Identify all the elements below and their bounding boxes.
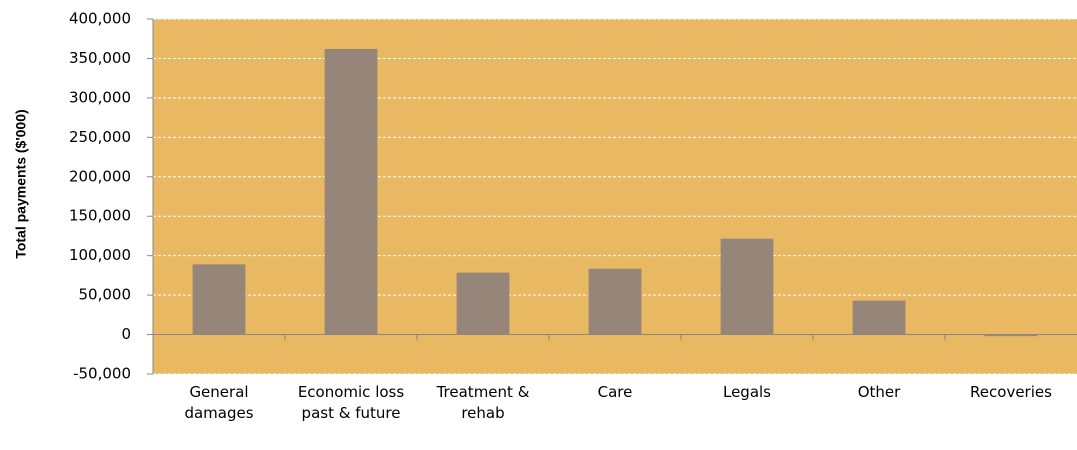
y-tick-label: 100,000 xyxy=(69,246,131,264)
y-tick-label: 400,000 xyxy=(69,10,131,28)
x-tick-label: Treatment & rehab xyxy=(436,383,530,422)
y-tick-label: 50,000 xyxy=(79,286,132,304)
x-tick-label: Economic loss past & future xyxy=(297,383,405,422)
bar xyxy=(720,238,774,335)
y-axis-title: Total payments ($'000) xyxy=(13,109,29,258)
bar xyxy=(588,268,642,335)
bar xyxy=(192,264,246,335)
bar xyxy=(984,334,1038,337)
bar xyxy=(852,300,906,335)
bar xyxy=(324,48,378,335)
x-tick-label: Other xyxy=(857,383,901,401)
x-tick-label: Legals xyxy=(722,383,772,401)
y-tick-label: 0 xyxy=(121,325,131,343)
y-tick-label: 250,000 xyxy=(69,128,131,146)
x-tick-label: Care xyxy=(597,383,633,401)
x-tick-label: Recoveries xyxy=(970,383,1052,401)
y-tick-label: 350,000 xyxy=(69,49,131,67)
bar xyxy=(456,272,510,335)
y-tick-label: 150,000 xyxy=(69,207,131,225)
y-tick-label: 300,000 xyxy=(69,88,131,106)
x-tick-label: General damages xyxy=(184,383,254,422)
y-tick-label: -50,000 xyxy=(73,365,131,383)
y-tick-label: 200,000 xyxy=(69,167,131,185)
